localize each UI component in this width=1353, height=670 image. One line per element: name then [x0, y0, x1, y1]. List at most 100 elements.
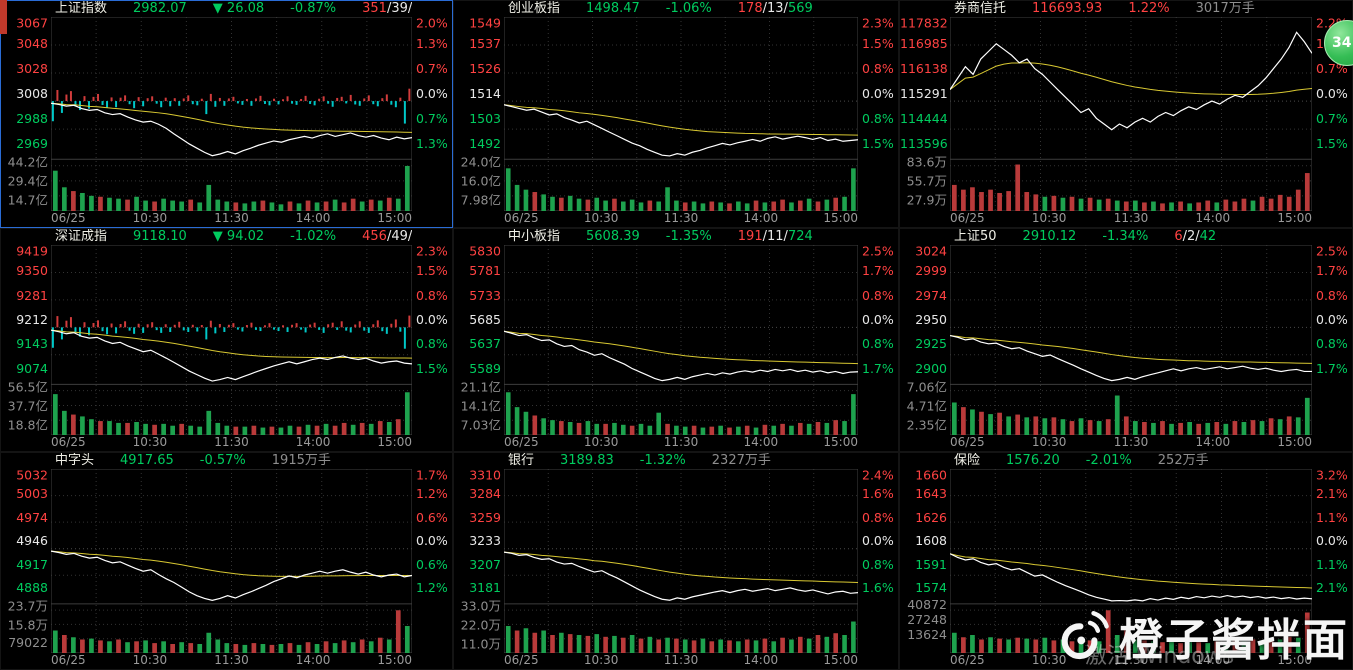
intraday-chart[interactable] — [504, 17, 858, 211]
time-label: 15:00 — [823, 211, 858, 225]
time-label: 14:00 — [295, 211, 331, 225]
change-percent: 1.22% — [1128, 1, 1170, 16]
time-label: 11:30 — [663, 653, 699, 667]
price-axis-label: 3067 — [16, 15, 48, 31]
chart-panel-6[interactable]: 上证50 2910.12 -1.34% 6/2/42 3024 2999 2974 2… — [899, 228, 1353, 452]
separator: / — [407, 1, 412, 16]
price-axis-label: 1549 — [469, 15, 501, 31]
price-axis-label: 2969 — [16, 135, 48, 151]
separator: / — [386, 229, 392, 244]
price-axis-label: 9281 — [16, 287, 48, 303]
percent-axis-label: 0.8% — [862, 336, 894, 352]
count-up: 456 — [362, 229, 387, 244]
advance-decline-counts: 191/11/724 — [738, 229, 813, 245]
count-flat: 49 — [391, 229, 408, 244]
price-axis-label: 4946 — [16, 533, 48, 549]
percent-axis-label: 1.5% — [862, 135, 894, 151]
time-label: 06/25 — [504, 653, 539, 667]
last-price: 5608.39 — [586, 229, 640, 244]
price-axis-label: 3048 — [16, 35, 48, 51]
intraday-chart[interactable] — [504, 469, 858, 653]
chart-panel-5[interactable]: 中小板指 5608.39 -1.35% 191/11/724 5830 5781 5… — [453, 228, 899, 452]
percent-axis-label: 1.5% — [416, 360, 448, 376]
price-axis-label: 3310 — [469, 467, 501, 483]
index-name: 中小板指 — [508, 229, 561, 244]
time-label: 15:00 — [377, 653, 412, 667]
price-axis-label: 4917 — [16, 556, 48, 572]
time-label: 10:30 — [1031, 211, 1067, 225]
time-label: 10:30 — [583, 211, 619, 225]
time-label: 14:00 — [743, 653, 779, 667]
last-price: 2910.12 — [1022, 229, 1077, 244]
intraday-chart[interactable] — [51, 245, 412, 435]
price-axis-label: 1608 — [915, 533, 947, 549]
percent-axis-label: 0.7% — [416, 110, 448, 126]
time-axis: 06/25 10:30 11:30 14:00 15:00 — [51, 435, 412, 451]
floating-counter-badge[interactable]: 34 — [1324, 20, 1353, 66]
change-value: 94.02 — [226, 229, 265, 244]
time-label: 14:00 — [1195, 435, 1231, 449]
intraday-chart[interactable] — [950, 17, 1312, 211]
chart-panel-8[interactable]: 银行 3189.83 -1.32% 2327万手 3310 3284 3259 323… — [453, 452, 899, 670]
time-label: 14:00 — [295, 653, 331, 667]
percent-axis-label: 2.0% — [416, 15, 448, 31]
price-change: ▼ 26.08 — [213, 1, 264, 17]
chart-panel-9[interactable]: 保险 1576.20 -2.01% 252万手 1660 1643 1626 1608… — [899, 452, 1353, 670]
percent-axis-label: 0.0% — [416, 85, 448, 101]
percent-axis-label: 0.7% — [416, 60, 448, 76]
intraday-chart[interactable] — [504, 245, 858, 435]
intraday-chart[interactable] — [950, 245, 1312, 435]
price-axis-label: 1660 — [915, 467, 947, 483]
chart-panel-4[interactable]: 深证成指 9118.10 ▼ 94.02 -1.02% 456/49/1685 … — [0, 228, 453, 452]
turnover-text: 1915万手 — [271, 453, 331, 468]
separator: / — [783, 1, 788, 16]
percent-axis-label: 0.0% — [416, 312, 448, 328]
price-axis-label: 3207 — [469, 556, 501, 572]
price-axis-label: 113596 — [900, 135, 948, 151]
intraday-chart[interactable] — [51, 469, 412, 653]
separator: / — [407, 229, 412, 244]
time-label: 11:30 — [214, 211, 249, 225]
index-name: 中字头 — [55, 453, 95, 468]
price-axis-label: 1626 — [915, 509, 947, 525]
time-label: 06/25 — [51, 435, 86, 449]
price-axis-label: 3284 — [469, 486, 501, 502]
price-axis-label: 117832 — [900, 15, 948, 31]
percent-axis-label: 1.2% — [416, 580, 448, 596]
volume-axis-label: 40872 — [907, 597, 947, 613]
price-axis-label: 2974 — [915, 287, 947, 303]
chart-panel-3[interactable]: 券商信托 116693.93 1.22% 3017万手 117832 116985… — [899, 0, 1353, 228]
last-price: 1576.20 — [1006, 453, 1060, 468]
percent-axis-label: 0.8% — [862, 509, 894, 525]
intraday-chart[interactable] — [51, 17, 412, 211]
percent-axis-label: 2.3% — [416, 243, 448, 259]
chart-panel-2[interactable]: 创业板指 1498.47 -1.06% 178/13/569 1549 1537 1… — [453, 0, 899, 228]
price-axis-label: 1492 — [469, 135, 501, 151]
price-axis-label: 5685 — [469, 312, 501, 328]
panel-header: 保险 1576.20 -2.01% 252万手 — [954, 453, 1312, 469]
price-axis-label: 1591 — [915, 556, 947, 572]
separator: / — [1195, 229, 1200, 244]
percent-axis-label: 0.0% — [1316, 533, 1348, 549]
panel-header: 券商信托 116693.93 1.22% 3017万手 — [954, 1, 1312, 17]
percent-axis-label: 0.0% — [1316, 85, 1348, 101]
count-down: 569 — [787, 1, 813, 16]
last-price: 116693.93 — [1032, 1, 1103, 16]
percent-axis-label: 0.0% — [862, 85, 894, 101]
panel-header: 创业板指 1498.47 -1.06% 178/13/569 — [508, 1, 858, 17]
time-label: 06/25 — [504, 211, 539, 225]
index-name: 保险 — [954, 453, 981, 468]
volume-axis-label: 15.8万 — [7, 617, 48, 633]
percent-axis: 2.3% 1.5% 0.8% 0.0% 0.8% 1.5% — [414, 243, 452, 435]
time-label: 10:30 — [132, 653, 168, 667]
change-value: 26.08 — [226, 1, 265, 16]
time-label: 15:00 — [1277, 211, 1312, 225]
percent-axis-label: 0.8% — [862, 110, 894, 126]
intraday-chart[interactable] — [950, 469, 1312, 653]
time-label: 10:30 — [583, 653, 619, 667]
time-axis: 06/25 10:30 11:30 14:00 15:00 — [51, 211, 412, 227]
chart-panel-1[interactable]: 上证指数 2982.07 ▼ 26.08 -0.87% 351/39/1127 … — [0, 0, 453, 228]
chart-panel-7[interactable]: 中字头 4917.65 -0.57% 1915万手 5032 5003 4974 49… — [0, 452, 453, 670]
volume-axis-label: 27.9万 — [906, 192, 947, 208]
